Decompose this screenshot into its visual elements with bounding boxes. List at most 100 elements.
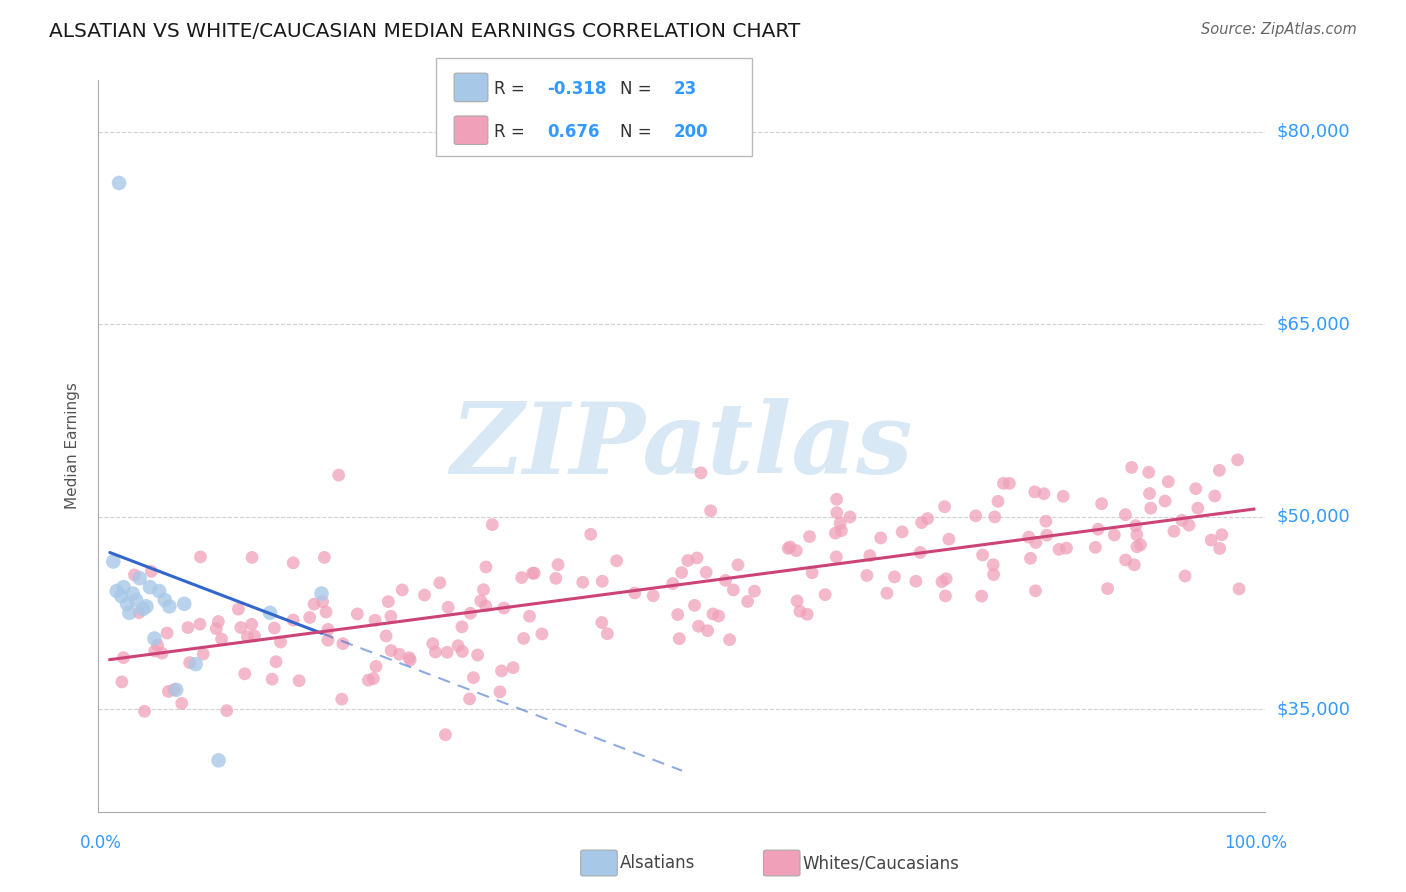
Point xyxy=(143,644,166,658)
Point xyxy=(118,606,141,620)
Point xyxy=(544,571,567,585)
Point xyxy=(112,580,135,594)
Point xyxy=(188,617,211,632)
Text: Source: ZipAtlas.com: Source: ZipAtlas.com xyxy=(1201,22,1357,37)
Point xyxy=(375,629,398,643)
Point xyxy=(135,599,157,614)
Point xyxy=(270,635,292,649)
Point xyxy=(346,607,368,621)
Point xyxy=(125,593,148,607)
Point xyxy=(1115,553,1137,567)
Point xyxy=(934,500,956,514)
Point xyxy=(983,567,1005,582)
Point xyxy=(124,568,146,582)
Point xyxy=(696,624,718,638)
Point xyxy=(233,666,256,681)
Point xyxy=(676,553,699,567)
Point xyxy=(451,644,474,658)
Text: 0.676: 0.676 xyxy=(547,123,599,141)
Point xyxy=(530,627,553,641)
Point xyxy=(666,607,689,622)
Point xyxy=(470,594,492,608)
Point xyxy=(579,527,602,541)
Point xyxy=(1129,538,1152,552)
Point xyxy=(316,633,339,648)
Point xyxy=(413,588,436,602)
Point xyxy=(699,504,721,518)
Point xyxy=(1126,527,1149,541)
Text: 100.0%: 100.0% xyxy=(1225,834,1286,852)
Point xyxy=(207,753,229,767)
Point xyxy=(737,594,759,608)
Point xyxy=(264,655,287,669)
Point xyxy=(591,615,613,630)
Point xyxy=(690,466,713,480)
Point xyxy=(1121,460,1143,475)
Point xyxy=(814,588,837,602)
Text: $80,000: $80,000 xyxy=(1277,122,1350,141)
Point xyxy=(883,570,905,584)
Point xyxy=(463,671,485,685)
Text: $65,000: $65,000 xyxy=(1277,315,1350,333)
Point xyxy=(856,568,879,582)
Point xyxy=(876,586,898,600)
Point xyxy=(596,626,619,640)
Point xyxy=(702,607,724,621)
Point xyxy=(522,566,544,581)
Point xyxy=(661,576,683,591)
Point xyxy=(157,599,180,614)
Point xyxy=(972,548,994,562)
Text: $50,000: $50,000 xyxy=(1277,508,1350,525)
Point xyxy=(357,673,380,688)
Point xyxy=(211,632,233,646)
Point xyxy=(388,647,411,661)
Text: 200: 200 xyxy=(673,123,709,141)
Point xyxy=(789,604,811,618)
Point xyxy=(491,664,513,678)
Point xyxy=(983,509,1005,524)
Point xyxy=(1171,513,1194,527)
Point xyxy=(606,554,628,568)
Point xyxy=(311,586,333,600)
Point xyxy=(1199,533,1222,548)
Point xyxy=(1091,497,1114,511)
Point xyxy=(799,530,821,544)
Point xyxy=(623,586,645,600)
Point xyxy=(1097,582,1119,596)
Point xyxy=(785,543,807,558)
Point xyxy=(139,580,162,594)
Point xyxy=(825,549,848,564)
Point xyxy=(263,621,285,635)
Point xyxy=(1025,583,1047,598)
Point xyxy=(259,606,281,620)
Point xyxy=(380,643,402,657)
Point xyxy=(695,566,717,580)
Point xyxy=(1018,530,1040,544)
Point xyxy=(364,613,387,627)
Point xyxy=(475,560,498,574)
Point xyxy=(108,176,131,190)
Point xyxy=(207,615,229,629)
Point xyxy=(688,619,710,633)
Point xyxy=(437,600,460,615)
Point xyxy=(315,605,337,619)
Point xyxy=(112,650,135,665)
Point xyxy=(165,682,187,697)
Point xyxy=(744,584,766,599)
Point xyxy=(311,595,333,609)
Point xyxy=(1174,569,1197,583)
Point xyxy=(519,609,541,624)
Point xyxy=(993,476,1015,491)
Point xyxy=(1036,528,1059,542)
Point xyxy=(779,540,801,554)
Point xyxy=(184,657,207,672)
Point xyxy=(146,638,169,652)
Point xyxy=(1184,482,1206,496)
Point xyxy=(825,506,848,520)
Point xyxy=(839,510,862,524)
Point xyxy=(824,526,846,541)
Point xyxy=(904,574,927,589)
Point xyxy=(523,566,546,581)
Point xyxy=(714,574,737,588)
Point xyxy=(236,630,259,644)
